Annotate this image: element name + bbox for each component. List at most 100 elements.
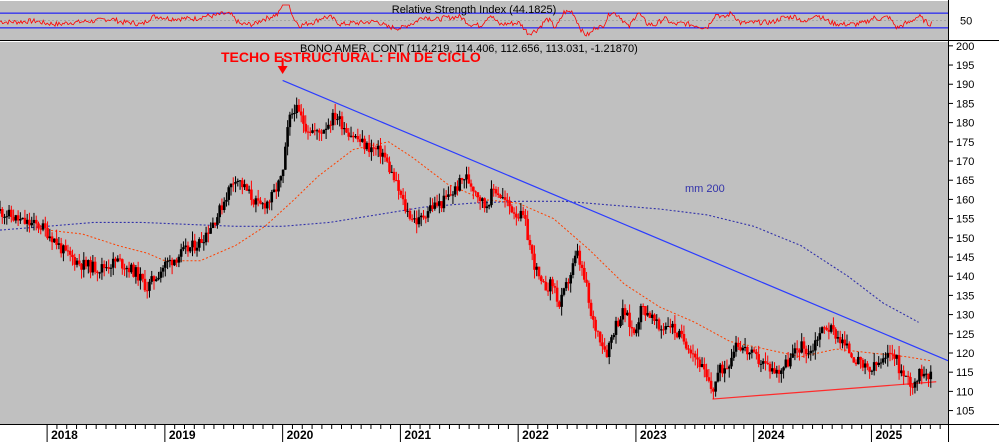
candle-body <box>243 184 246 188</box>
candle-body <box>3 216 6 218</box>
ma-200-line <box>0 200 919 323</box>
candle-body <box>91 261 95 273</box>
y-tick-label: 150 <box>956 233 974 245</box>
candle-body <box>37 223 40 229</box>
candle-body <box>648 312 652 318</box>
candle-body <box>759 363 763 365</box>
candle-body <box>351 135 355 138</box>
candle-body <box>519 210 523 219</box>
candle-body <box>564 282 568 289</box>
candle-body <box>114 258 117 262</box>
candle-body <box>216 217 219 225</box>
candle-body <box>157 277 160 280</box>
candle-body <box>854 362 858 365</box>
candle-body <box>179 249 183 257</box>
candle-body <box>415 218 419 225</box>
candle-body <box>580 264 584 268</box>
candle-body <box>274 189 278 192</box>
candle-body <box>696 357 699 360</box>
candle-body <box>102 264 106 269</box>
candle-body <box>780 370 783 374</box>
candle-body <box>723 368 727 374</box>
candle-body <box>143 278 147 291</box>
candle-body <box>521 210 525 216</box>
candle-body <box>594 319 597 331</box>
candle-body <box>741 348 745 351</box>
y-tick-label: 125 <box>956 329 974 341</box>
candle-body <box>385 157 389 162</box>
candle-body <box>460 178 464 181</box>
candle-body <box>256 198 260 201</box>
candle-body <box>254 198 258 205</box>
candle-body <box>544 281 548 291</box>
candle-body <box>644 306 647 316</box>
candle-body <box>410 218 414 220</box>
candle-body <box>57 243 61 245</box>
candle-body <box>666 325 670 327</box>
candle-body <box>501 197 505 199</box>
candle-body <box>161 267 165 272</box>
candle-body <box>786 359 790 367</box>
candle-body <box>820 327 824 334</box>
candle-body <box>145 290 149 292</box>
candle-body <box>657 319 661 330</box>
candle-body <box>487 205 491 207</box>
candle-body <box>367 142 371 153</box>
candle-body <box>32 219 36 223</box>
candle-body <box>404 199 407 212</box>
candle-body <box>904 375 908 377</box>
candle-body <box>440 201 443 209</box>
candle-body <box>843 339 847 346</box>
candle-body <box>372 147 375 149</box>
candle-body <box>188 247 192 252</box>
candle-body <box>390 171 394 173</box>
candle-body <box>365 142 369 150</box>
candle-body <box>148 281 151 291</box>
candle-body <box>802 341 806 349</box>
candle-body <box>125 267 129 270</box>
candle-body <box>306 131 310 133</box>
rsi-line <box>0 4 932 37</box>
candle-body <box>879 362 883 364</box>
candle-body <box>587 282 591 303</box>
candle-body <box>553 286 557 288</box>
candle-body <box>890 353 894 355</box>
candle-body <box>469 183 473 187</box>
candle-body <box>739 346 742 351</box>
candle-body <box>669 325 672 328</box>
candle-body <box>485 206 489 209</box>
candle-body <box>261 203 265 205</box>
candle-body <box>707 377 711 381</box>
candle-body <box>845 343 849 346</box>
candle-body <box>791 353 794 358</box>
candle-body <box>295 104 298 113</box>
candle-body <box>98 272 101 274</box>
candle-body <box>46 228 49 239</box>
candle-body <box>329 124 332 126</box>
candle-body <box>682 333 686 342</box>
candle-body <box>388 161 391 173</box>
candle-body <box>447 194 450 197</box>
candle-body <box>782 367 785 371</box>
candle-body <box>426 211 430 218</box>
candle-body <box>533 253 536 270</box>
candle-body <box>592 315 595 320</box>
candle-body <box>227 187 231 200</box>
candle-body <box>132 264 135 277</box>
candle-body <box>632 328 636 334</box>
candle-body <box>139 273 142 281</box>
candle-body <box>136 267 140 281</box>
candle-body <box>551 279 554 287</box>
candle-body <box>795 348 799 350</box>
candle-body <box>691 353 695 355</box>
candle-body <box>297 104 301 112</box>
candle-body <box>100 264 104 273</box>
rsi-title: Relative Strength Index (44.1825) <box>392 4 557 16</box>
candle-body <box>859 356 862 360</box>
candle-body <box>877 362 881 366</box>
candle-body <box>503 197 507 200</box>
candle-body <box>77 260 81 264</box>
candle-body <box>293 112 296 114</box>
candle-body <box>612 334 616 338</box>
candle-body <box>263 203 267 209</box>
